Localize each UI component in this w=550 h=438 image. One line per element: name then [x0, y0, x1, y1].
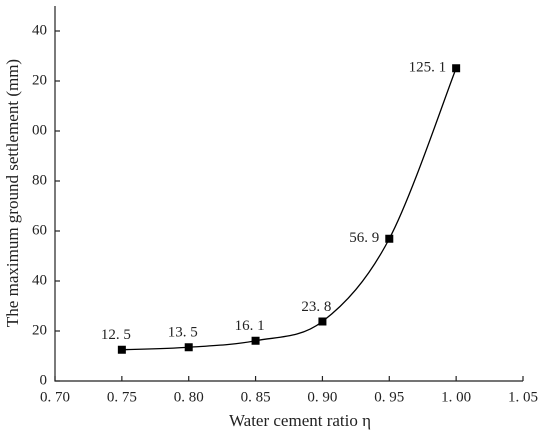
x-tick-label: 1. 05: [508, 389, 538, 405]
data-label: 13. 5: [168, 325, 198, 341]
x-tick-label: 0. 85: [241, 389, 271, 405]
y-tick-label: 20: [32, 322, 47, 338]
marker: [385, 234, 394, 243]
data-label: 12. 5: [101, 327, 131, 343]
data-label: 16. 1: [235, 318, 265, 334]
curve: [121, 68, 457, 351]
x-tick-label: 0. 70: [40, 389, 70, 405]
marker: [184, 343, 193, 352]
y-tick-label: 80: [32, 172, 47, 188]
y-tick-label: 20: [32, 72, 47, 88]
marker: [117, 345, 126, 354]
axes: [54, 6, 523, 382]
data-label: 125. 1: [409, 60, 447, 76]
y-tick-label: 40: [32, 22, 47, 38]
x-tick-label: 0. 90: [307, 389, 337, 405]
data-label: 23. 8: [301, 299, 331, 315]
x-tick-label: 0. 75: [107, 389, 137, 405]
y-axis-label: The maximum ground settlement (mm): [3, 59, 22, 327]
y-tick-label: 60: [32, 222, 47, 238]
marker: [251, 336, 260, 345]
y-tick-label: 00: [32, 122, 47, 138]
marker: [452, 64, 461, 73]
x-axis-label: Water cement ratio η: [229, 411, 371, 430]
x-tick-label: 0. 95: [374, 389, 404, 405]
y-tick-label: 40: [32, 272, 47, 288]
y-tick-label: 0: [40, 372, 48, 388]
x-tick-label: 0. 80: [174, 389, 204, 405]
marker: [318, 317, 327, 326]
x-tick-label: 1. 00: [441, 389, 471, 405]
data-label: 56. 9: [349, 230, 379, 246]
